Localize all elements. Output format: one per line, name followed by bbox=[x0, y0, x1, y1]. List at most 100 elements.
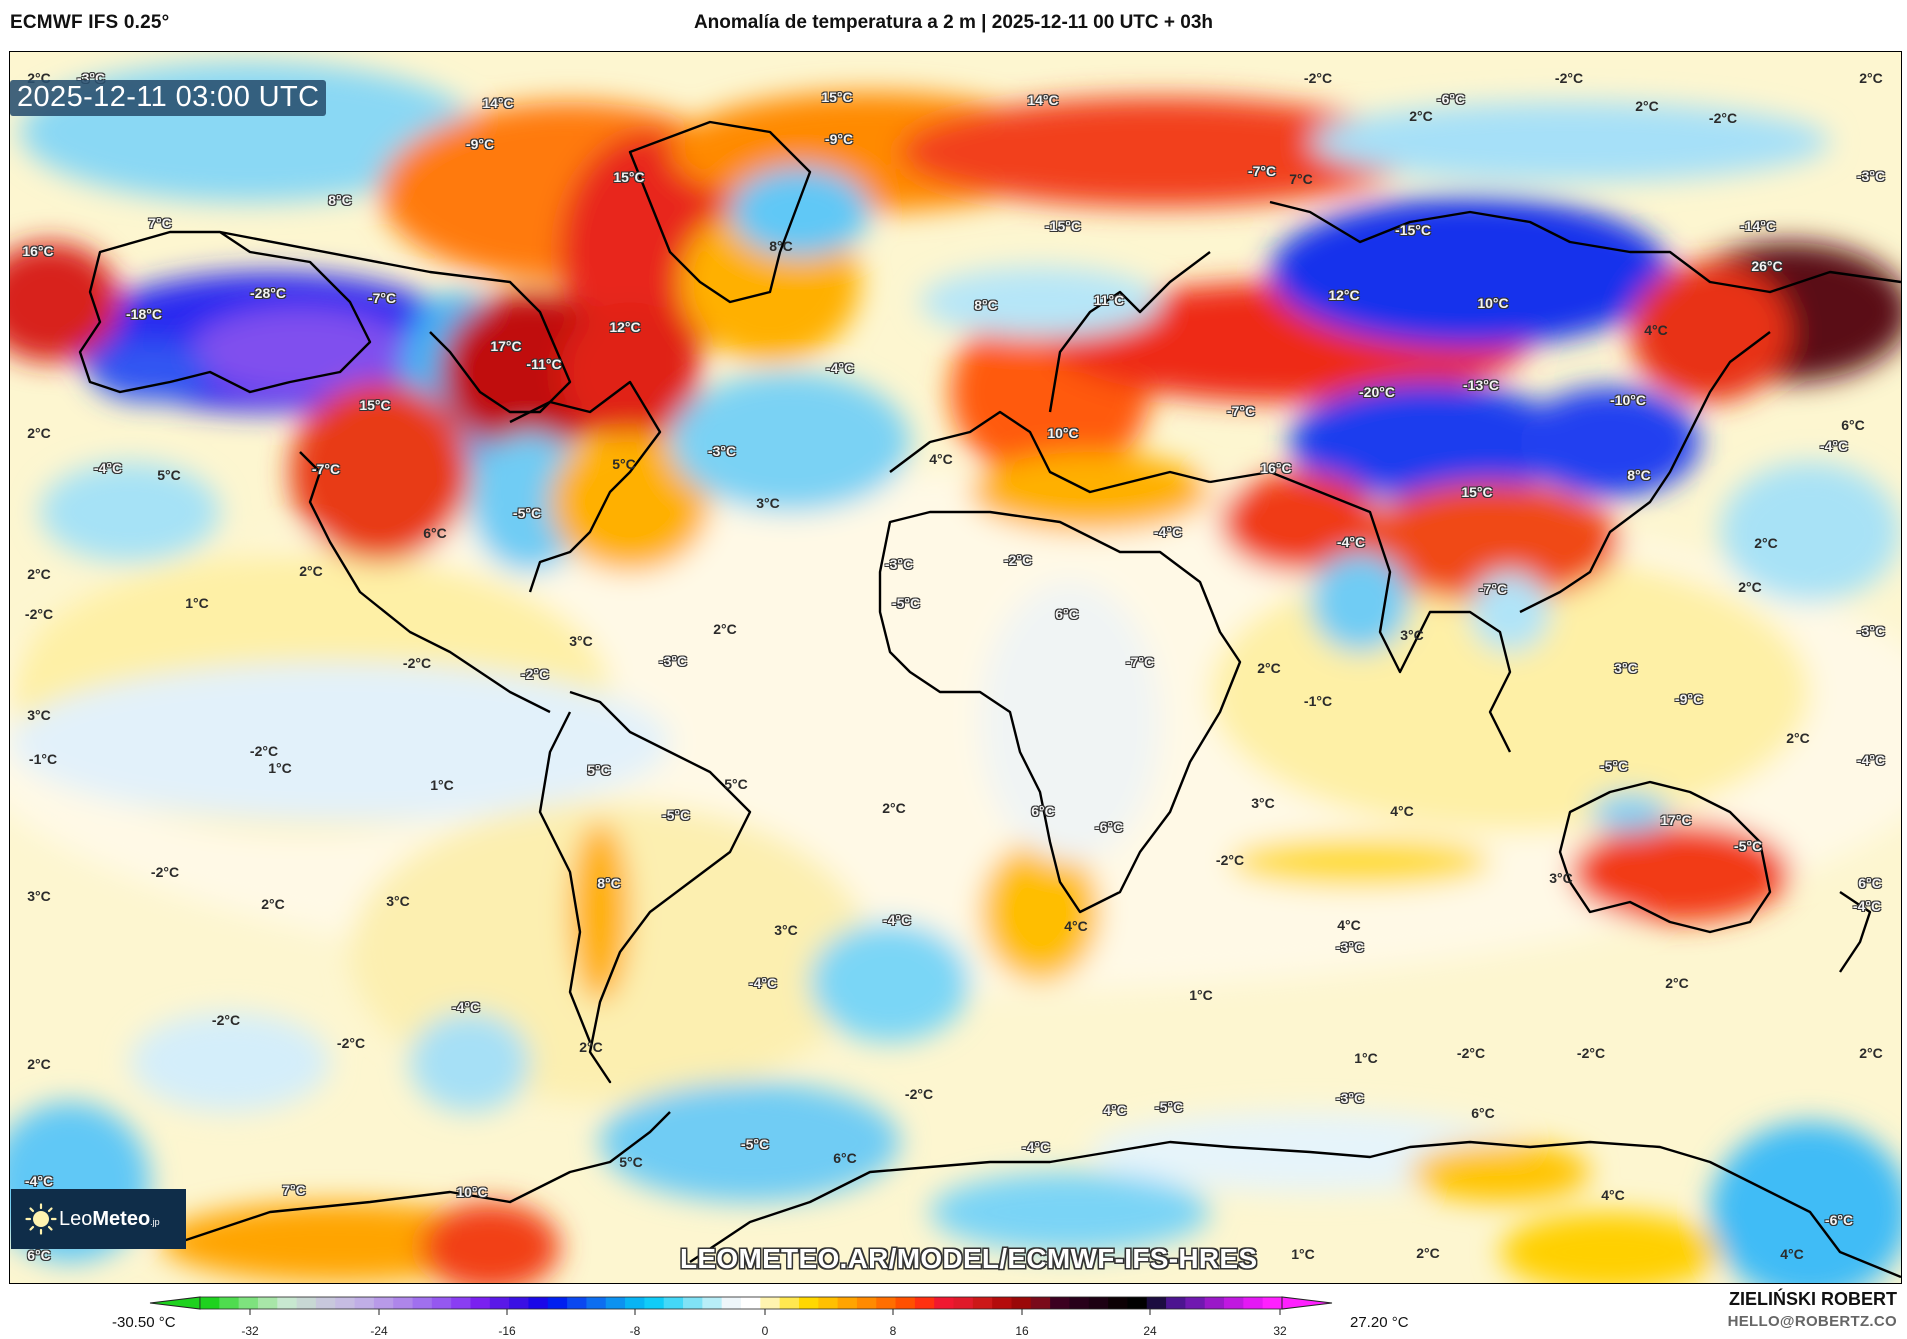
temperature-label: 1°C bbox=[268, 760, 292, 776]
temperature-label: 4°C bbox=[929, 451, 953, 467]
leometeo-logo[interactable]: LeoMeteo.jp bbox=[11, 1189, 186, 1249]
temperature-label: -2°C bbox=[520, 666, 550, 682]
temperature-label: -4°C bbox=[451, 999, 481, 1015]
temperature-label: -7°C bbox=[311, 461, 341, 477]
anomaly-field bbox=[10, 52, 1901, 1283]
temperature-label: -9°C bbox=[824, 131, 854, 147]
temperature-label: 5°C bbox=[619, 1154, 643, 1170]
temperature-label: 11°C bbox=[1093, 292, 1125, 308]
temperature-label: 3°C bbox=[774, 922, 798, 938]
temperature-label: -7°C bbox=[1247, 163, 1277, 179]
colorbar-max-label: 27.20 °C bbox=[1350, 1314, 1409, 1331]
temperature-label: -2°C bbox=[904, 1086, 934, 1102]
temperature-label: 3°C bbox=[756, 495, 780, 511]
colorbar-tick-label: 0 bbox=[762, 1324, 769, 1338]
temperature-label: -4°C bbox=[1153, 524, 1183, 540]
colorbar-tick-label: 32 bbox=[1273, 1324, 1287, 1338]
temperature-label: -3°C bbox=[1856, 168, 1886, 184]
temperature-label: 2°C bbox=[261, 896, 285, 912]
temperature-label: 17°C bbox=[490, 338, 522, 354]
temperature-label: -4°C bbox=[1856, 752, 1886, 768]
temperature-label: 6°C bbox=[833, 1150, 857, 1166]
temperature-label: 8°C bbox=[597, 875, 621, 891]
temperature-label: 2°C bbox=[27, 425, 51, 441]
temperature-label: 2°C bbox=[1859, 70, 1883, 86]
temperature-label: 1°C bbox=[1291, 1246, 1315, 1262]
temperature-label: -15°C bbox=[1395, 222, 1431, 238]
temperature-label: 5°C bbox=[612, 456, 636, 472]
temperature-label: 2°C bbox=[1738, 579, 1762, 595]
temperature-label: 2°C bbox=[579, 1039, 603, 1055]
temperature-label: 17°C bbox=[1660, 812, 1692, 828]
temperature-label: 2°C bbox=[299, 563, 323, 579]
temperature-label: -2°C bbox=[1708, 110, 1738, 126]
temperature-label: -5°C bbox=[740, 1136, 770, 1152]
model-title: ECMWF IFS 0.25° bbox=[10, 12, 170, 33]
colorbar-min-label: -30.50 °C bbox=[112, 1314, 176, 1331]
colorbar-tick-label: 24 bbox=[1143, 1324, 1157, 1338]
temperature-label: 2°C bbox=[1786, 730, 1810, 746]
temperature-label: 15°C bbox=[613, 169, 645, 185]
temperature-label: -2°C bbox=[1576, 1045, 1606, 1061]
temperature-label: -1°C bbox=[28, 751, 58, 767]
temperature-label: 16°C bbox=[1260, 460, 1292, 476]
temperature-colorbar: -32 -24 -16 -8 0 8 16 24 32 bbox=[149, 1296, 1333, 1338]
temperature-label: 6°C bbox=[1858, 875, 1882, 891]
temperature-label: -4°C bbox=[825, 360, 855, 376]
temperature-label: 4°C bbox=[1337, 917, 1361, 933]
temperature-label: -3°C bbox=[658, 653, 688, 669]
temperature-label: 2°C bbox=[1416, 1245, 1440, 1261]
temperature-label: -2°C bbox=[1554, 70, 1584, 86]
temperature-label: -7°C bbox=[1125, 654, 1155, 670]
temperature-label: 3°C bbox=[1400, 627, 1424, 643]
temperature-label: 2°C bbox=[27, 566, 51, 582]
temperature-label: 12°C bbox=[609, 319, 641, 335]
temperature-label: -2°C bbox=[1303, 70, 1333, 86]
temperature-label: 4°C bbox=[1064, 918, 1088, 934]
temperature-label: 10°C bbox=[1477, 295, 1509, 311]
temperature-label: 6°C bbox=[27, 1247, 51, 1263]
temperature-label: 4°C bbox=[1644, 322, 1668, 338]
temperature-label: 2°C bbox=[27, 1056, 51, 1072]
temperature-label: -5°C bbox=[661, 807, 691, 823]
temperature-label: -5°C bbox=[512, 505, 542, 521]
temperature-label: -3°C bbox=[707, 443, 737, 459]
temperature-label: -4°C bbox=[1819, 438, 1849, 454]
logo-wordmark: LeoMeteo.jp bbox=[59, 1207, 160, 1230]
temperature-label: 1°C bbox=[185, 595, 209, 611]
temperature-label: -3°C bbox=[1335, 1090, 1365, 1106]
temperature-label: 6°C bbox=[1471, 1105, 1495, 1121]
temperature-label: -13°C bbox=[1463, 377, 1499, 393]
temperature-label: -5°C bbox=[891, 595, 921, 611]
temperature-label: 6°C bbox=[1841, 417, 1865, 433]
colorbar-tick-label: -8 bbox=[630, 1324, 641, 1338]
temperature-label: 2°C bbox=[1409, 108, 1433, 124]
temperature-label: -7°C bbox=[1226, 403, 1256, 419]
temperature-label: -2°C bbox=[211, 1012, 241, 1028]
colorbar-min-arrow bbox=[149, 1296, 201, 1310]
temperature-label: -4°C bbox=[24, 1173, 54, 1189]
temperature-label: 10°C bbox=[1047, 425, 1079, 441]
temperature-label: 2°C bbox=[1754, 535, 1778, 551]
temperature-anomaly-map: 2°C -3°C 14°C 15°C 14°C -2°C -6°C 2°C 2°C -2°C -2°… bbox=[9, 51, 1902, 1284]
temperature-label: 2°C bbox=[1859, 1045, 1883, 1061]
temperature-label: -2°C bbox=[336, 1035, 366, 1051]
temperature-label: 1°C bbox=[430, 777, 454, 793]
temperature-label: -11°C bbox=[526, 356, 562, 372]
colorbar-tick-label: 8 bbox=[890, 1324, 897, 1338]
temperature-label: 3°C bbox=[386, 893, 410, 909]
temperature-label: -9°C bbox=[465, 136, 495, 152]
temperature-label: -5°C bbox=[1154, 1099, 1184, 1115]
colorbar-max-arrow bbox=[1281, 1296, 1333, 1310]
temperature-label: 2°C bbox=[882, 800, 906, 816]
valid-time-badge: 2025-12-11 03:00 UTC bbox=[10, 80, 327, 116]
temperature-label: -4°C bbox=[93, 460, 123, 476]
temperature-label: -2°C bbox=[1215, 852, 1245, 868]
temperature-label: -18°C bbox=[126, 306, 162, 322]
temperature-label: -2°C bbox=[402, 655, 432, 671]
temperature-label: 3°C bbox=[569, 633, 593, 649]
map-title: Anomalía de temperatura a 2 m | 2025-12-… bbox=[693, 12, 1214, 33]
temperature-label: -1°C bbox=[1303, 693, 1333, 709]
temperature-label: -5°C bbox=[1733, 838, 1763, 854]
temperature-label: 1°C bbox=[1354, 1050, 1378, 1066]
